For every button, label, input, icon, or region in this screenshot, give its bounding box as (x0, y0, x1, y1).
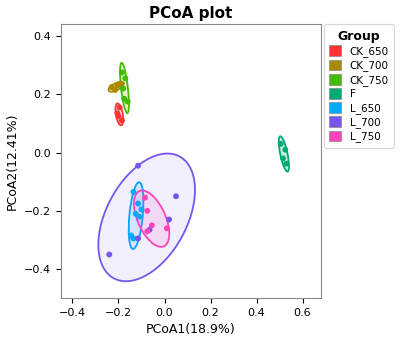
Point (106, 252, 112, 257)
Point (128, 233, 134, 238)
Point (149, 223, 155, 228)
Point (122, 76, 128, 81)
Ellipse shape (279, 136, 289, 172)
Ellipse shape (98, 154, 195, 281)
Ellipse shape (108, 82, 124, 92)
Point (282, 147, 288, 153)
Point (108, 84, 115, 90)
Point (146, 227, 153, 233)
Point (278, 141, 284, 147)
Point (118, 81, 124, 87)
Point (115, 114, 122, 119)
Point (114, 83, 120, 88)
Point (120, 86, 126, 91)
Point (144, 228, 150, 234)
Point (130, 189, 137, 195)
Ellipse shape (134, 190, 169, 247)
Point (280, 156, 286, 161)
Point (114, 110, 120, 116)
Point (136, 214, 142, 219)
Point (138, 207, 145, 212)
Point (119, 70, 125, 75)
Point (116, 105, 123, 110)
Point (166, 217, 172, 222)
Legend: CK_650, CK_700, CK_750, F, L_650, L_700, L_750: CK_650, CK_700, CK_750, F, L_650, L_700,… (324, 25, 394, 147)
Point (135, 163, 141, 169)
Y-axis label: PCoA2(12.41%): PCoA2(12.41%) (6, 113, 18, 210)
Point (135, 236, 141, 241)
Ellipse shape (120, 63, 129, 113)
Point (132, 211, 139, 216)
Point (112, 87, 118, 93)
Point (135, 201, 141, 206)
Point (173, 194, 179, 199)
Point (124, 99, 131, 104)
Point (144, 208, 150, 213)
Point (130, 236, 137, 241)
X-axis label: PCoA1(18.9%): PCoA1(18.9%) (146, 324, 236, 337)
Ellipse shape (116, 103, 123, 126)
Title: PCoA plot: PCoA plot (149, 5, 233, 21)
Point (283, 161, 290, 167)
Point (121, 96, 128, 102)
Point (119, 118, 125, 123)
Point (164, 226, 170, 231)
Ellipse shape (129, 182, 144, 249)
Point (142, 195, 148, 200)
